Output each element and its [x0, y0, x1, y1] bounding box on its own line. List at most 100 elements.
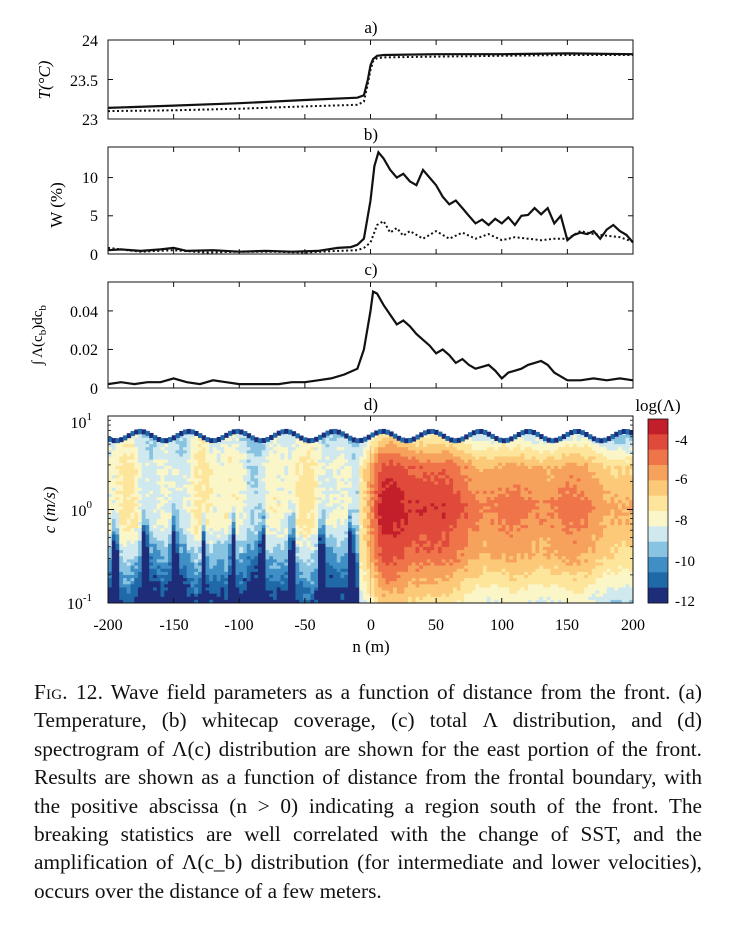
spectrogram-cell	[374, 550, 379, 554]
spectrogram-cell	[306, 478, 312, 483]
spectrogram-cell	[269, 484, 274, 489]
spectrogram-cell	[269, 537, 274, 542]
spectrogram-cell	[149, 562, 154, 567]
spectrogram-cell	[216, 593, 222, 598]
spectrogram-cell	[190, 537, 195, 542]
spectrogram-cell	[370, 478, 375, 483]
spectrogram-cell	[385, 447, 390, 451]
spectrogram-cell	[179, 462, 184, 467]
spectrogram-cell	[235, 459, 240, 464]
spectrogram-cell	[261, 546, 267, 551]
spectrogram-cell	[141, 525, 147, 529]
spectrogram-cell	[269, 593, 274, 598]
spectrogram-cell	[408, 484, 413, 489]
spectrogram-cell	[374, 465, 379, 470]
spectrogram-cell	[194, 528, 199, 532]
spectrogram-cell	[400, 584, 405, 589]
spectrogram-cell	[284, 593, 289, 598]
spectrogram-cell	[303, 484, 308, 489]
spectrogram-cell	[310, 546, 315, 551]
spectrogram-cell	[445, 478, 450, 483]
spectrogram-cell	[325, 503, 330, 507]
spectrogram-cell	[441, 509, 447, 514]
spectrogram-cell	[355, 497, 360, 501]
spectrogram-cell	[220, 578, 225, 582]
spectrogram-cell	[351, 459, 357, 464]
spectrogram-cell	[370, 475, 375, 479]
spectrogram-cell	[145, 509, 150, 514]
spectrogram-cell	[415, 546, 420, 551]
spectrogram-cell	[408, 518, 413, 523]
spectrogram-cell	[198, 487, 203, 492]
spectrogram-cell	[108, 540, 113, 545]
spectrogram-cell	[179, 521, 184, 526]
spectrogram-cell	[156, 587, 162, 592]
spectrogram-cell	[190, 571, 195, 576]
spectrogram-cell	[239, 593, 244, 598]
spectrogram-cell	[441, 481, 447, 486]
spectrogram-cell	[321, 581, 327, 585]
spectrogram-cell	[269, 581, 274, 585]
spectrogram-cell	[385, 453, 390, 458]
spectrogram-cell	[250, 453, 255, 458]
spectrogram-cell	[438, 450, 443, 454]
spectrogram-cell	[441, 521, 447, 526]
spectrogram-cell	[291, 546, 297, 551]
spectrogram-cell	[228, 528, 233, 532]
spectrogram-cell	[175, 462, 180, 467]
spectrogram-cell	[194, 587, 199, 592]
spectrogram-cell	[393, 484, 398, 489]
spectrogram-cell	[291, 553, 297, 557]
spectrogram-cell	[366, 534, 372, 539]
spectrogram-cell	[303, 546, 308, 551]
spectrogram-cell	[145, 468, 150, 473]
spectrogram-cell	[273, 509, 278, 514]
ylabel-sub: b	[37, 329, 49, 335]
spectrogram-cell	[314, 565, 319, 570]
spectrogram-cell	[370, 525, 375, 529]
spectrogram-cell	[325, 506, 330, 511]
spectrogram-cell	[108, 465, 113, 470]
spectrogram-cell	[179, 459, 184, 464]
spectrogram-cell	[138, 481, 143, 486]
spectrogram-cell	[160, 550, 165, 554]
spectrogram-cell	[258, 484, 263, 489]
panel-c-ylabel: ∫ Λ(cb)dcb	[30, 305, 49, 366]
spectrogram-cell	[205, 462, 210, 467]
spectrogram-cell	[156, 475, 162, 479]
spectrogram-cell	[385, 565, 390, 570]
spectrogram-cell	[434, 562, 439, 567]
spectrogram-cell	[258, 444, 263, 448]
spectrogram-cell	[276, 574, 282, 579]
spectrogram-cell	[434, 531, 439, 536]
spectrogram-cell	[396, 593, 402, 598]
spectrogram-cell	[231, 437, 237, 442]
spectrogram-cell	[321, 559, 327, 564]
spectrogram-cell	[183, 487, 188, 492]
spectrogram-cell	[250, 578, 255, 582]
spectrogram-cell	[164, 568, 169, 573]
spectrogram-cell	[295, 590, 300, 595]
spectrogram-cell	[299, 503, 304, 507]
spectrogram-cell	[119, 525, 124, 529]
spectrogram-cell	[220, 503, 225, 507]
spectrogram-cell	[314, 521, 319, 526]
spectrogram-cell	[123, 599, 128, 603]
spectrogram-cell	[419, 550, 424, 554]
spectrogram-cell	[273, 596, 278, 601]
spectrogram-cell	[261, 531, 267, 536]
spectrogram-cell	[333, 553, 338, 557]
spectrogram-cell	[438, 459, 443, 464]
spectrogram-cell	[175, 599, 180, 603]
spectrogram-cell	[168, 565, 173, 570]
spectrogram-cell	[220, 465, 225, 470]
spectrogram-cell	[370, 484, 375, 489]
spectrogram-cell	[228, 587, 233, 592]
spectrogram-cell	[190, 503, 195, 507]
spectrogram-cell	[156, 444, 162, 448]
spectrogram-cell	[108, 587, 113, 592]
spectrogram-cell	[168, 468, 173, 473]
spectrogram-cell	[235, 506, 240, 511]
spectrogram-cell	[381, 571, 387, 576]
spectrogram-cell	[205, 447, 210, 451]
